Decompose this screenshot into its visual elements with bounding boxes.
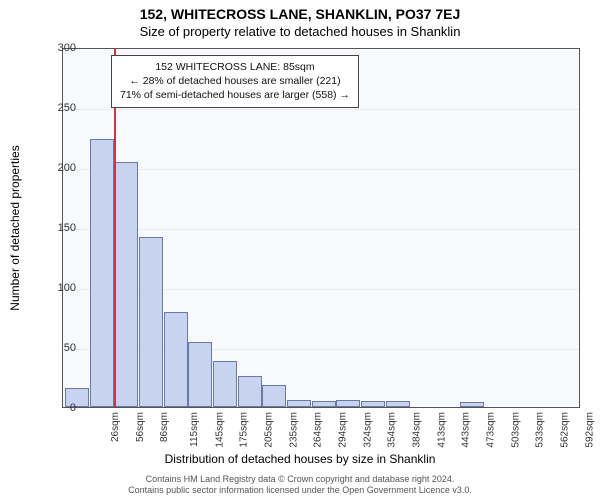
x-tick-label: 443sqm	[461, 412, 472, 448]
x-tick-label: 473sqm	[486, 412, 497, 448]
y-tick-label: 250	[46, 102, 76, 114]
footer-attribution: Contains HM Land Registry data © Crown c…	[0, 474, 600, 497]
annotation-line1: 152 WHITECROSS LANE: 85sqm	[155, 61, 314, 73]
y-tick-label: 300	[46, 42, 76, 54]
x-tick-label: 264sqm	[313, 412, 324, 448]
histogram-bar	[312, 401, 336, 407]
x-tick-label: 294sqm	[338, 412, 349, 448]
y-tick-label: 50	[46, 342, 76, 354]
histogram-bar	[238, 376, 262, 407]
gridline	[63, 229, 579, 230]
annotation-box: 152 WHITECROSS LANE: 85sqm ← 28% of detac…	[111, 55, 359, 108]
x-tick-label: 145sqm	[214, 412, 225, 448]
x-tick-label: 413sqm	[436, 412, 447, 448]
y-tick-label: 150	[46, 222, 76, 234]
footer-line2: Contains public sector information licen…	[128, 485, 472, 495]
x-tick-label: 503sqm	[510, 412, 521, 448]
x-tick-label: 205sqm	[264, 412, 275, 448]
plot-area: 152 WHITECROSS LANE: 85sqm ← 28% of detac…	[62, 48, 580, 408]
histogram-bar	[336, 400, 360, 407]
x-axis-label: Distribution of detached houses by size …	[0, 452, 600, 466]
histogram-bar	[164, 312, 188, 407]
histogram-bar	[460, 402, 484, 407]
page-title-address: 152, WHITECROSS LANE, SHANKLIN, PO37 7EJ	[0, 0, 600, 22]
x-tick-label: 56sqm	[135, 412, 146, 442]
histogram-bar	[287, 400, 311, 407]
x-tick-label: 324sqm	[362, 412, 373, 448]
chart-area: 152 WHITECROSS LANE: 85sqm ← 28% of detac…	[62, 48, 580, 408]
histogram-bar	[361, 401, 385, 407]
histogram-bar	[262, 385, 286, 407]
histogram-bar	[139, 237, 163, 407]
page-subtitle: Size of property relative to detached ho…	[0, 22, 600, 43]
chart-container: 152, WHITECROSS LANE, SHANKLIN, PO37 7EJ…	[0, 0, 600, 500]
x-tick-label: 235sqm	[288, 412, 299, 448]
histogram-bar	[386, 401, 410, 407]
x-tick-label: 26sqm	[110, 412, 121, 442]
x-tick-label: 592sqm	[584, 412, 595, 448]
histogram-bar	[90, 139, 114, 407]
x-tick-label: 562sqm	[560, 412, 571, 448]
y-tick-label: 100	[46, 282, 76, 294]
y-tick-label: 200	[46, 162, 76, 174]
gridline	[63, 169, 579, 170]
x-tick-label: 384sqm	[412, 412, 423, 448]
x-tick-label: 115sqm	[189, 412, 200, 447]
y-tick-label: 0	[46, 402, 76, 414]
footer-line1: Contains HM Land Registry data © Crown c…	[146, 474, 455, 484]
x-tick-label: 533sqm	[535, 412, 546, 448]
y-axis-label: Number of detached properties	[8, 145, 22, 310]
x-tick-label: 175sqm	[239, 412, 250, 448]
x-tick-label: 86sqm	[159, 412, 170, 442]
histogram-bar	[213, 361, 237, 407]
histogram-bar	[114, 162, 138, 407]
annotation-line3: 71% of semi-detached houses are larger (…	[120, 89, 350, 101]
annotation-line2: ← 28% of detached houses are smaller (22…	[129, 75, 340, 87]
gridline	[63, 109, 579, 110]
histogram-bar	[188, 342, 212, 407]
x-tick-label: 354sqm	[387, 412, 398, 448]
